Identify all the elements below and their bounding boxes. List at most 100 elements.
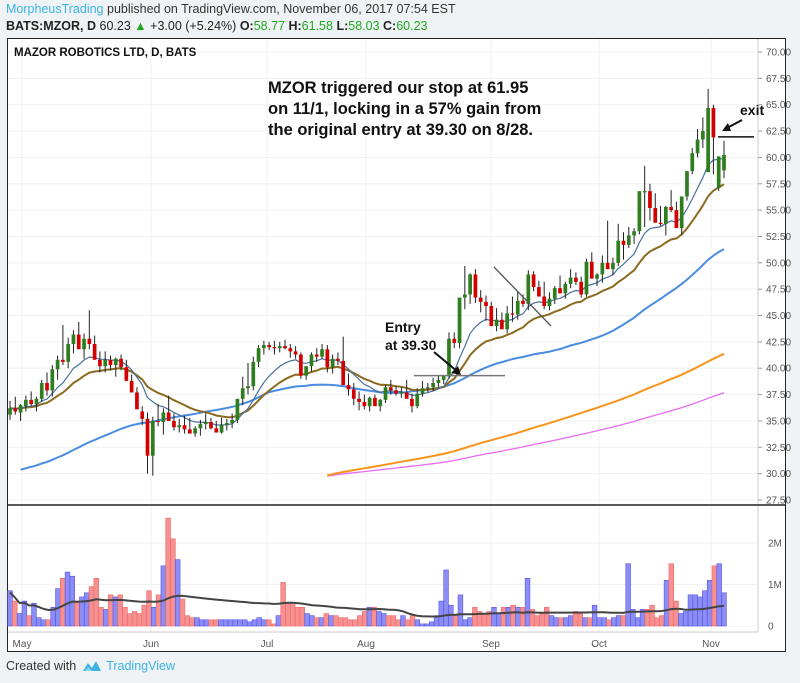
volume-bar-down bbox=[342, 617, 349, 627]
candle-up bbox=[642, 191, 647, 193]
candle-up bbox=[685, 171, 689, 197]
tradingview-link[interactable]: TradingView bbox=[82, 659, 175, 673]
annotation-line: on 11/1, locking in a 57% gain from bbox=[268, 100, 542, 118]
volume-bar-up bbox=[462, 619, 468, 627]
volume-bar-down bbox=[452, 615, 459, 627]
time-axis-tick: Nov bbox=[702, 639, 720, 650]
candle-up bbox=[436, 379, 441, 383]
volume-bar-down bbox=[74, 600, 80, 627]
volume-bar-up bbox=[36, 617, 42, 627]
candle-up bbox=[399, 392, 404, 394]
price-axis-tick: 65.00 bbox=[766, 100, 791, 111]
volume-bar-down bbox=[314, 617, 320, 627]
candle-down bbox=[452, 338, 457, 343]
candle-down bbox=[145, 418, 150, 456]
volume-bar-down bbox=[26, 615, 32, 627]
volume-bar-up bbox=[429, 621, 435, 627]
volume-bar-down bbox=[213, 619, 219, 627]
volume-axis-tick: 2M bbox=[768, 539, 782, 550]
annotation-line: MZOR triggered our stop at 61.95 bbox=[268, 79, 529, 97]
volume-bar-up bbox=[203, 619, 210, 627]
author-link[interactable]: MorpheusTrading bbox=[6, 2, 104, 16]
entry-annotation: Entry at 39.30 bbox=[385, 318, 436, 354]
candle-down bbox=[293, 351, 298, 355]
candle-up bbox=[584, 261, 589, 295]
candle-down bbox=[362, 401, 367, 407]
volume-bar-down bbox=[285, 602, 291, 627]
volume-bar-up bbox=[7, 590, 13, 627]
time-axis-tick: Sep bbox=[482, 639, 500, 650]
volume-bar-up bbox=[635, 617, 641, 627]
candle-up bbox=[447, 338, 451, 376]
candle-up bbox=[55, 359, 60, 370]
price-change: +3.00 (+5.24%) bbox=[150, 19, 237, 33]
volume-bar-down bbox=[558, 617, 564, 627]
candle-down bbox=[129, 380, 134, 393]
volume-bar-down bbox=[409, 615, 416, 627]
candle-up bbox=[235, 398, 240, 420]
volume-bar-up bbox=[611, 617, 617, 627]
candle-up bbox=[309, 354, 314, 367]
candle-up bbox=[663, 206, 668, 224]
annotation-line: at 39.30 bbox=[385, 337, 437, 353]
volume-bar-down bbox=[141, 604, 147, 627]
candle-down bbox=[61, 359, 65, 362]
volume-bar-down bbox=[520, 607, 526, 627]
candle-down bbox=[521, 300, 525, 304]
volume-bar-up bbox=[414, 619, 420, 627]
volume-bar-down bbox=[544, 607, 550, 627]
volume-bar-up bbox=[275, 615, 282, 627]
candle-down bbox=[357, 398, 361, 402]
volume-bar-up bbox=[467, 617, 473, 627]
candle-up bbox=[552, 288, 557, 299]
time-axis-tick: Jul bbox=[261, 639, 274, 650]
chart-panel[interactable] bbox=[7, 38, 786, 652]
candle-up bbox=[690, 153, 695, 172]
volume-bar-down bbox=[122, 607, 128, 627]
candle-up bbox=[161, 412, 166, 422]
price-axis-tick: 35.00 bbox=[766, 416, 791, 427]
volume-bar-down bbox=[88, 586, 95, 627]
candle-up bbox=[415, 393, 420, 407]
volume-bar-down bbox=[577, 613, 583, 627]
candle-down bbox=[589, 261, 594, 279]
volume-bar-down bbox=[290, 602, 296, 627]
footer: Created with TradingView bbox=[6, 659, 175, 673]
candle-up bbox=[82, 338, 86, 350]
volume-bar-up bbox=[256, 617, 262, 627]
candle-up bbox=[600, 262, 605, 275]
candle-down bbox=[124, 367, 129, 381]
volume-bar-up bbox=[553, 617, 559, 627]
candle-up bbox=[240, 388, 245, 399]
candle-up bbox=[494, 319, 499, 327]
volume-bar-up bbox=[706, 580, 713, 627]
close-value: 60.23 bbox=[396, 19, 428, 33]
candle-up bbox=[425, 387, 430, 389]
candle-up bbox=[626, 235, 631, 245]
volume-bar-up bbox=[232, 619, 238, 627]
volume-bar-up bbox=[103, 609, 109, 627]
volume-bar-up bbox=[625, 563, 631, 627]
volume-bar-down bbox=[93, 577, 99, 627]
volume-bar-down bbox=[659, 615, 665, 627]
volume-bar-down bbox=[673, 600, 679, 627]
candle-down bbox=[489, 306, 494, 327]
volume-bar-up bbox=[596, 617, 603, 627]
candle-down bbox=[214, 428, 219, 433]
volume-bar-up bbox=[424, 623, 430, 627]
volume-bar-down bbox=[352, 619, 358, 627]
volume-bar-up bbox=[83, 592, 90, 627]
volume-bar-up bbox=[515, 607, 521, 627]
candle-up bbox=[568, 277, 573, 284]
candle-up bbox=[616, 240, 621, 263]
open-label: O: bbox=[239, 19, 254, 33]
volume-bar-up bbox=[567, 615, 574, 627]
volume-ma-line bbox=[9, 591, 725, 618]
brand-label: TradingView bbox=[106, 659, 175, 673]
volume-bar-up bbox=[261, 619, 267, 627]
price-axis-tick: 55.00 bbox=[766, 206, 791, 217]
volume-bar-down bbox=[385, 615, 392, 627]
volume-bar-up bbox=[457, 594, 464, 627]
volume-bar-down bbox=[189, 617, 195, 627]
